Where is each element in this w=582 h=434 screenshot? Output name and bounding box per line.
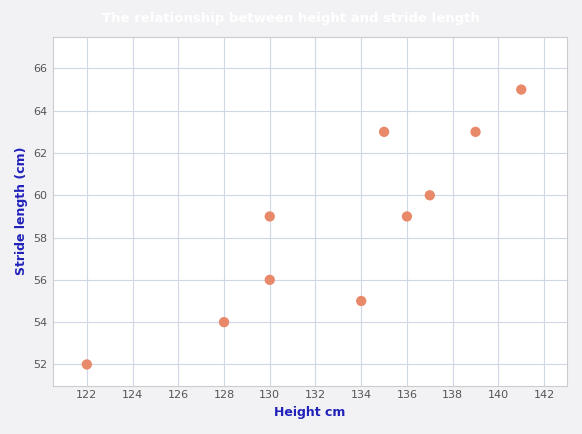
Point <box>471 128 480 135</box>
Point <box>425 192 435 199</box>
Point <box>357 298 366 305</box>
Point <box>219 319 229 326</box>
Point <box>517 86 526 93</box>
Text: The relationship between height and stride length: The relationship between height and stri… <box>102 12 480 25</box>
Point <box>265 213 275 220</box>
Point <box>379 128 389 135</box>
Point <box>82 361 91 368</box>
X-axis label: Height cm: Height cm <box>274 406 346 419</box>
Y-axis label: Stride length (cm): Stride length (cm) <box>15 147 28 276</box>
Point <box>402 213 411 220</box>
Point <box>265 276 275 283</box>
